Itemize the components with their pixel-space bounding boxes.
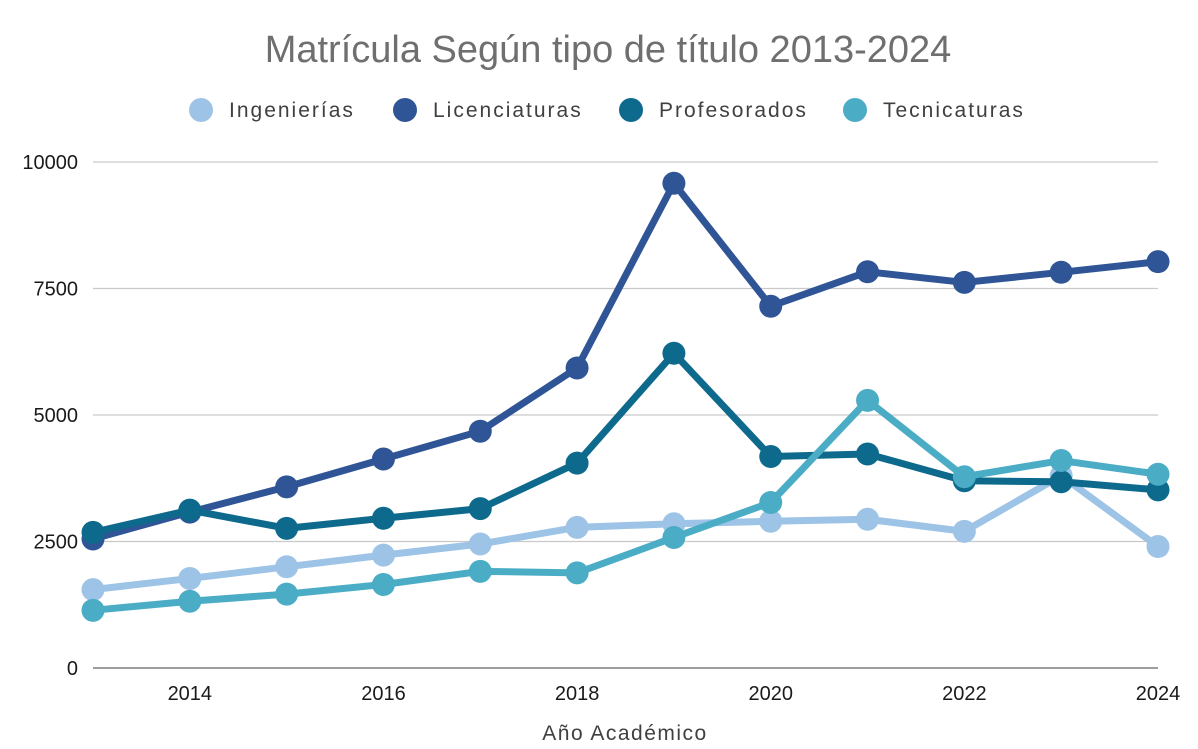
data-point [178, 498, 202, 522]
x-axis-ticks: 2014 2016 2018 2020 2022 2024 [168, 683, 1181, 705]
legend-label: Tecnicaturas [883, 99, 1025, 122]
data-point [178, 566, 202, 590]
data-point [662, 525, 686, 549]
x-tick-label: 2024 [1136, 683, 1181, 705]
data-point [468, 532, 492, 556]
data-point [81, 598, 105, 622]
data-point [759, 294, 783, 318]
data-point [468, 497, 492, 521]
data-point [856, 388, 880, 412]
series-2 [81, 171, 1170, 551]
series-4 [81, 388, 1170, 622]
data-point [856, 442, 880, 466]
legend-label: Ingenierías [229, 99, 355, 122]
y-tick-label: 2500 [34, 532, 79, 554]
data-point [1049, 260, 1073, 284]
data-point [565, 356, 589, 380]
x-tick-label: 2016 [361, 683, 406, 705]
series-line [89, 349, 1162, 536]
data-point [371, 573, 395, 597]
legend-label: Profesorados [659, 99, 808, 122]
data-point [952, 465, 976, 489]
data-point [759, 509, 783, 533]
series-group [81, 171, 1170, 622]
data-point [468, 419, 492, 443]
series-1 [81, 464, 1170, 602]
data-point [759, 444, 783, 468]
data-point [1049, 449, 1073, 473]
legend-marker [393, 98, 417, 122]
data-point [1146, 462, 1170, 486]
data-point [371, 447, 395, 471]
x-tick-label: 2018 [555, 683, 600, 705]
y-tick-label: 0 [67, 658, 78, 680]
data-point [81, 578, 105, 602]
data-point [565, 561, 589, 585]
data-point [1146, 250, 1170, 274]
legend-label: Licenciaturas [433, 99, 583, 122]
series-line [89, 396, 1162, 614]
x-tick-label: 2022 [942, 683, 987, 705]
chart-title: Matrícula Según tipo de título 2013-2024 [265, 29, 952, 71]
x-tick-label: 2020 [748, 683, 793, 705]
data-point [1049, 470, 1073, 494]
legend-marker [843, 98, 867, 122]
data-point [371, 543, 395, 567]
data-point [662, 341, 686, 365]
y-axis-ticks: 0 2500 5000 7500 10000 [22, 152, 78, 680]
data-point [275, 582, 299, 606]
data-point [662, 171, 686, 195]
data-point [468, 559, 492, 583]
x-tick-label: 2014 [168, 683, 213, 705]
legend-item: Tecnicaturas [843, 98, 1025, 122]
data-point [371, 506, 395, 530]
data-point [856, 260, 880, 284]
data-point [952, 270, 976, 294]
legend-item: Profesorados [619, 98, 808, 122]
data-point [759, 491, 783, 515]
legend-item: Ingenierías [189, 98, 355, 122]
y-tick-label: 5000 [34, 405, 79, 427]
legend: Ingenierías Licenciaturas Profesorados Tecn… [189, 98, 1025, 122]
legend-item: Licenciaturas [393, 98, 583, 122]
data-point [952, 519, 976, 543]
data-point [178, 589, 202, 613]
x-axis-label: Año Académico [542, 722, 707, 745]
data-point [275, 555, 299, 579]
legend-marker [189, 98, 213, 122]
series-line [89, 472, 1162, 594]
data-point [856, 507, 880, 531]
data-point [1146, 535, 1170, 559]
data-point [565, 515, 589, 539]
y-tick-label: 10000 [22, 152, 78, 174]
data-point [81, 520, 105, 544]
data-point [565, 451, 589, 475]
y-tick-label: 7500 [34, 279, 79, 301]
series-line [89, 179, 1162, 543]
data-point [275, 516, 299, 540]
series-3 [81, 341, 1170, 544]
data-point [275, 475, 299, 499]
gridlines [93, 161, 1158, 669]
legend-marker [619, 98, 643, 122]
